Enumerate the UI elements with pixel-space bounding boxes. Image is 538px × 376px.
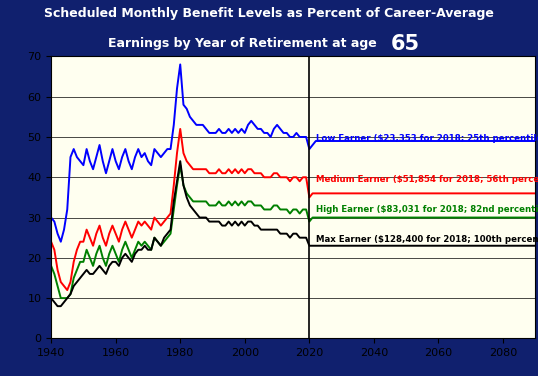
Text: Low Earner ($23,353 for 2018; 25th percentile): Low Earner ($23,353 for 2018; 25th perce… xyxy=(316,135,538,144)
Text: 65: 65 xyxy=(391,33,420,54)
Text: Medium Earner ($51,854 for 2018; 56th percentile): Medium Earner ($51,854 for 2018; 56th pe… xyxy=(316,175,538,184)
Text: Max Earner ($128,400 for 2018; 100th percentile): Max Earner ($128,400 for 2018; 100th per… xyxy=(316,235,538,244)
Text: Scheduled Monthly Benefit Levels as Percent of Career-Average: Scheduled Monthly Benefit Levels as Perc… xyxy=(44,7,494,20)
Text: Earnings by Year of Retirement at age: Earnings by Year of Retirement at age xyxy=(108,37,381,50)
Text: High Earner ($83,031 for 2018; 82nd percentile): High Earner ($83,031 for 2018; 82nd perc… xyxy=(316,205,538,214)
